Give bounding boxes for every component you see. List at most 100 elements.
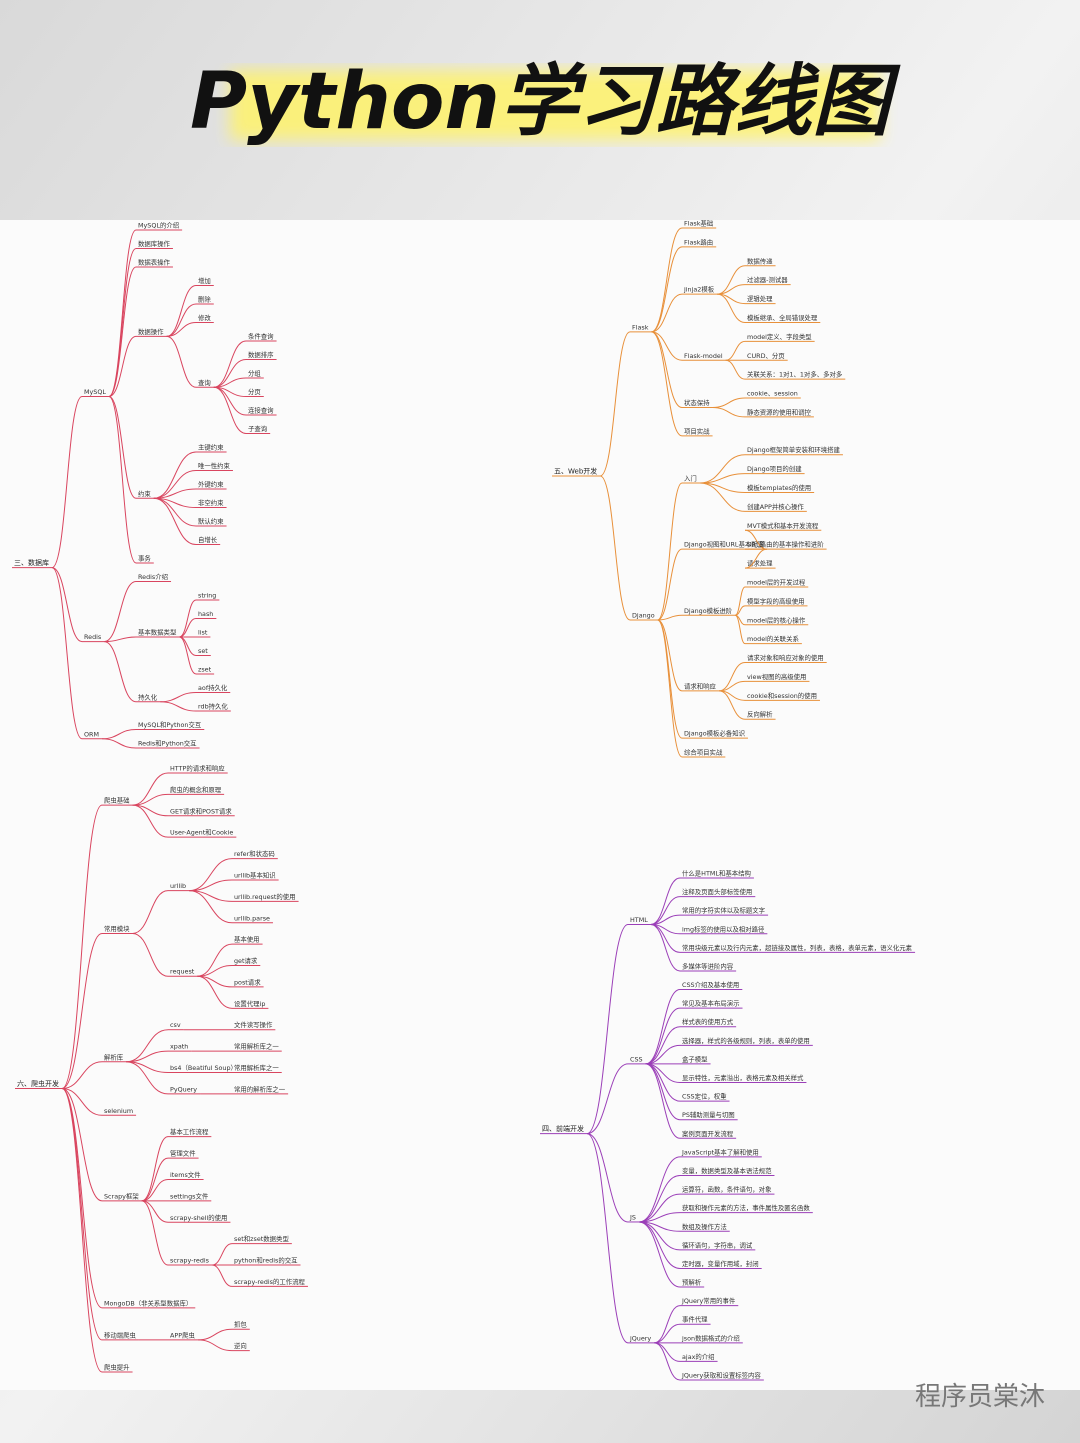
node-label: 唯一性约束	[198, 461, 231, 470]
branch-link	[725, 359, 746, 380]
watermark: 程序员棠沐	[915, 1382, 1045, 1412]
node-label: urllib.parse	[234, 914, 270, 922]
node-label: 默认约束	[198, 517, 224, 526]
node-label: 数据操作	[138, 327, 164, 336]
branch-link	[657, 482, 683, 621]
branch-link	[141, 1200, 169, 1266]
branch-link	[153, 470, 197, 499]
branch-link	[132, 772, 169, 806]
node-label: 请求处理	[747, 559, 773, 568]
branch-link	[213, 359, 247, 388]
node-label: MySQL和Python交互	[138, 720, 202, 729]
branch-link	[650, 877, 681, 925]
branch-link	[61, 1061, 103, 1090]
node-label: 管理文件	[170, 1149, 196, 1158]
node-label: 条件查询	[248, 332, 274, 341]
node-label: PS辅助测量与切图	[682, 1110, 735, 1119]
branch-link	[197, 1328, 233, 1341]
node-label: img标签的使用以及相对路径	[682, 924, 765, 933]
node-label: scrapy-redis	[170, 1257, 210, 1265]
branch-link	[712, 397, 746, 408]
branch-link	[645, 989, 681, 1065]
branch-link	[717, 293, 746, 323]
branch-link	[699, 482, 746, 512]
node-label: GET请求和POST请求	[170, 806, 232, 815]
branch-link	[61, 1088, 103, 1202]
node-label: list	[198, 629, 208, 637]
node-label: xpath	[170, 1043, 188, 1051]
node-label: urllib.request的使用	[234, 892, 296, 901]
branch-link	[108, 266, 137, 397]
root-label: 四、前端开发	[542, 1124, 584, 1133]
node-label: MySQL	[84, 388, 106, 396]
node-label: 模板templates的使用	[747, 483, 811, 492]
node-label: hash	[198, 610, 213, 618]
node-label: ORM	[84, 730, 99, 738]
node-label: MVT模式和基本开发流程	[747, 521, 819, 530]
node-label: JQuery获取和设置标签内容	[681, 1371, 761, 1380]
node-label: MySQL的介绍	[138, 221, 179, 230]
node-label: URL路由的基本操作和进阶	[747, 540, 824, 549]
node-label: cookie、session	[747, 390, 798, 398]
branch-link	[586, 923, 629, 1135]
branch-link	[153, 497, 197, 545]
node-label: 静态资源的使用和调控	[747, 407, 812, 416]
node-label: 数据库操作	[138, 239, 171, 248]
node-label: get请求	[234, 956, 258, 965]
branch-link	[600, 475, 631, 621]
node-label: 连接查询	[248, 406, 274, 415]
node-label: 预解析	[682, 1278, 702, 1287]
node-label: 多媒体等进阶内容	[682, 961, 734, 970]
node-label: 爬虫的概念和原理	[170, 785, 222, 794]
branch-link	[51, 567, 83, 740]
node-label: Django模板进阶	[684, 606, 733, 615]
node-label: 修改	[198, 313, 211, 322]
branch-link	[101, 738, 137, 749]
branch-link	[718, 662, 746, 692]
node-label: 常用的字符实体以及标题文字	[682, 906, 765, 915]
node-label: 定时器，变量作用域，封闭	[682, 1259, 759, 1268]
node-label: 基本工作流程	[170, 1127, 209, 1136]
node-label: 外键约束	[198, 480, 224, 489]
node-label: jQuery	[629, 1334, 651, 1342]
node-label: 显示特性，元素溢出，表格元素及相关样式	[682, 1073, 804, 1082]
branch-link	[651, 246, 683, 333]
node-label: 解析库	[104, 1052, 124, 1061]
branch-link	[61, 932, 103, 1090]
node-label: urllib基本知识	[234, 870, 276, 879]
node-label: 盒子模型	[682, 1054, 708, 1063]
branch-link	[189, 890, 233, 924]
node-label: urllib	[170, 882, 186, 890]
branch-link	[651, 293, 683, 333]
branch-link	[657, 619, 683, 692]
node-label: 请求和响应	[684, 681, 717, 690]
root-label: 六、爬虫开发	[17, 1079, 59, 1088]
node-label: 模型字段的高级使用	[747, 596, 805, 605]
branch-link	[734, 586, 746, 616]
node-label: jinja2模板	[683, 285, 715, 294]
node-label: Scrapy框架	[104, 1191, 139, 1200]
node-label: Flask基础	[684, 219, 713, 228]
node-label: 主键约束	[198, 443, 224, 452]
node-label: 基本数据类型	[138, 628, 177, 637]
node-label: APP爬虫	[170, 1330, 195, 1339]
branch-link	[104, 636, 137, 643]
branch-link	[61, 804, 103, 1090]
node-label: 爬虫提升	[104, 1363, 130, 1372]
node-label: 常用模块	[104, 924, 130, 933]
node-label: ajax的介绍	[682, 1352, 715, 1361]
node-label: Flask	[632, 323, 649, 331]
node-label: 入门	[684, 474, 697, 483]
node-label: 删除	[198, 295, 211, 304]
branch-link	[650, 896, 681, 925]
branch-link	[651, 227, 683, 333]
branch-link	[197, 943, 233, 977]
node-label: HTTP的请求和响应	[170, 764, 225, 773]
branch-link	[586, 1063, 629, 1135]
node-label: 样式表的使用方式	[682, 1017, 734, 1026]
branch-link	[104, 581, 137, 643]
branch-link	[104, 641, 137, 703]
panel	[0, 220, 1080, 1390]
node-label: Redis介绍	[138, 572, 168, 581]
